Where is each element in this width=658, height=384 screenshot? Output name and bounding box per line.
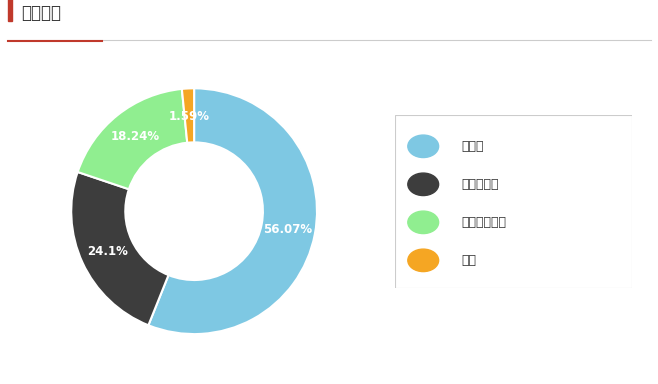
Circle shape	[408, 211, 439, 233]
Wedge shape	[182, 88, 194, 143]
Wedge shape	[78, 89, 188, 189]
Wedge shape	[148, 88, 317, 334]
Text: 24.1%: 24.1%	[88, 245, 128, 258]
Circle shape	[408, 135, 439, 157]
Text: 18.24%: 18.24%	[110, 130, 159, 143]
Text: 现金: 现金	[461, 254, 476, 267]
Text: 1.59%: 1.59%	[169, 109, 210, 122]
Text: 化学及原料药: 化学及原料药	[461, 216, 506, 229]
Wedge shape	[71, 172, 168, 325]
Text: 56.07%: 56.07%	[263, 223, 312, 236]
Circle shape	[408, 249, 439, 271]
Text: 电子元器件: 电子元器件	[461, 178, 499, 191]
Text: 行业配置: 行业配置	[21, 5, 61, 22]
FancyBboxPatch shape	[395, 115, 632, 288]
Text: 商用车: 商用车	[461, 140, 484, 153]
Circle shape	[408, 173, 439, 195]
